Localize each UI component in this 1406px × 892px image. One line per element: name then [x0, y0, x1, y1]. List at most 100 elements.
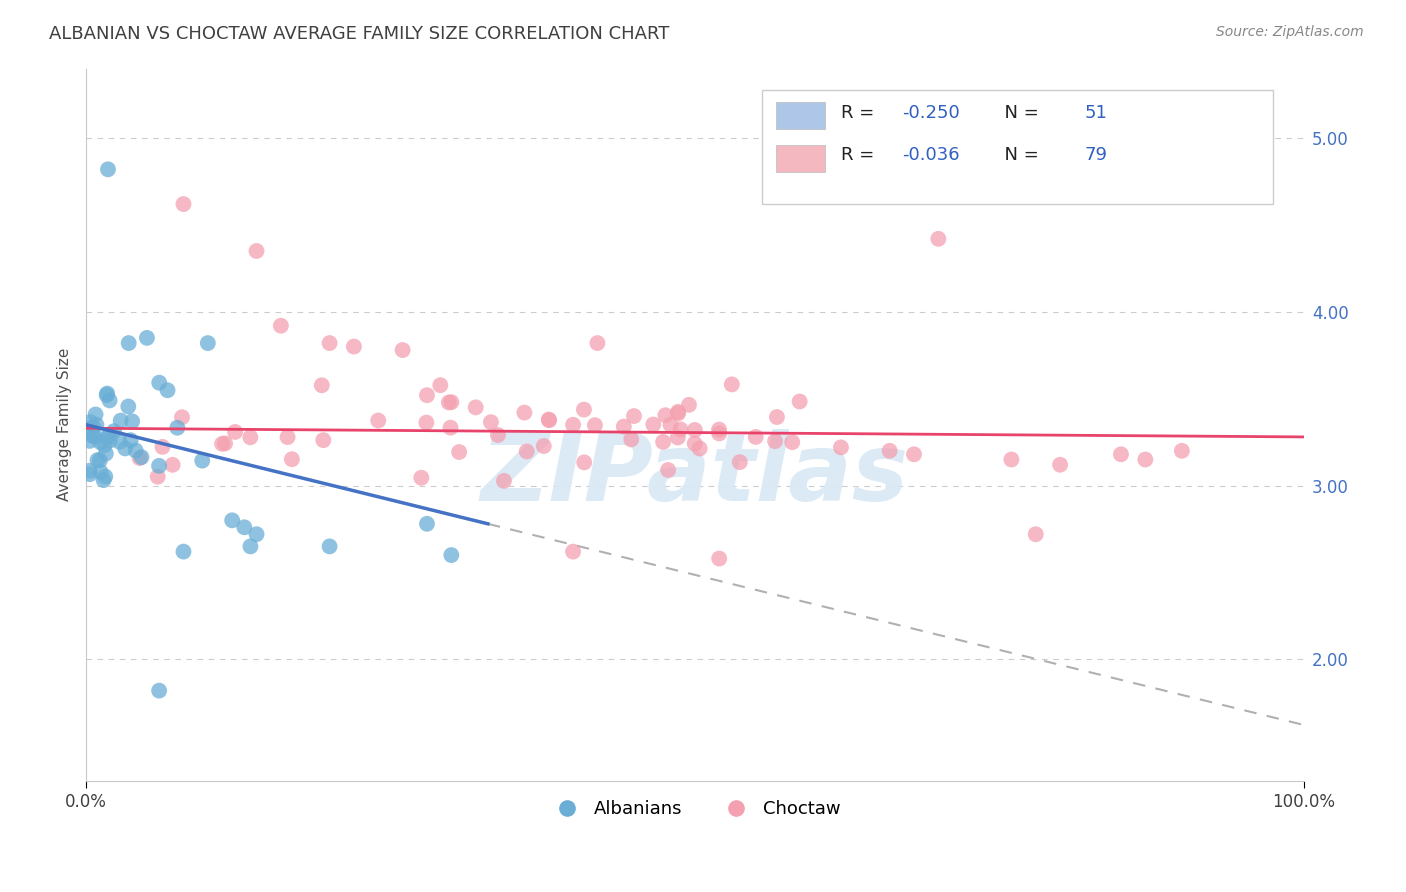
Point	[120, 434, 142, 448]
Point	[1109, 447, 1132, 461]
Point	[1135, 452, 1157, 467]
Point	[191, 453, 214, 467]
Point	[429, 378, 451, 392]
Text: 79: 79	[1084, 146, 1108, 164]
Point	[172, 197, 194, 211]
Point	[233, 520, 256, 534]
Point	[79, 421, 101, 435]
Point	[572, 402, 595, 417]
Point	[533, 439, 555, 453]
Point	[343, 340, 366, 354]
Point	[683, 423, 706, 437]
Point	[136, 331, 159, 345]
Point	[654, 408, 676, 422]
Text: ZIPatlas: ZIPatlas	[481, 429, 908, 521]
Point	[89, 435, 111, 450]
Point	[830, 441, 852, 455]
Point	[146, 469, 169, 483]
Point	[415, 416, 437, 430]
Point	[516, 444, 538, 458]
Point	[148, 376, 170, 390]
Text: R =: R =	[841, 146, 880, 164]
Point	[108, 434, 131, 449]
Point	[659, 417, 682, 432]
Point	[82, 420, 104, 434]
Point	[464, 401, 486, 415]
Point	[486, 428, 509, 442]
Point	[152, 440, 174, 454]
Point	[90, 465, 112, 479]
Point	[903, 447, 925, 461]
Point	[1025, 527, 1047, 541]
Point	[239, 540, 262, 554]
Point	[416, 516, 439, 531]
Point	[156, 384, 179, 398]
Y-axis label: Average Family Size: Average Family Size	[58, 348, 72, 501]
Point	[197, 336, 219, 351]
Point	[94, 446, 117, 460]
Point	[657, 463, 679, 477]
Point	[562, 417, 585, 432]
Text: ALBANIAN VS CHOCTAW AVERAGE FAMILY SIZE CORRELATION CHART: ALBANIAN VS CHOCTAW AVERAGE FAMILY SIZE …	[49, 25, 669, 43]
Point	[562, 544, 585, 558]
Point	[728, 455, 751, 469]
Point	[245, 527, 267, 541]
Point	[93, 473, 115, 487]
Point	[277, 430, 299, 444]
Text: N =: N =	[993, 146, 1045, 164]
Point	[666, 430, 689, 444]
Point	[311, 378, 333, 392]
Point	[162, 458, 184, 472]
Point	[439, 420, 461, 434]
Point	[449, 445, 471, 459]
Point	[86, 453, 108, 467]
Point	[620, 433, 643, 447]
Point	[96, 386, 118, 401]
Point	[96, 388, 118, 402]
Point	[79, 415, 101, 429]
Point	[707, 423, 730, 437]
Point	[281, 452, 304, 467]
Point	[440, 548, 463, 562]
Point	[538, 413, 561, 427]
Point	[683, 436, 706, 450]
Point	[440, 395, 463, 409]
Point	[214, 436, 236, 450]
Point	[513, 406, 536, 420]
Point	[128, 451, 150, 466]
Point	[83, 429, 105, 443]
Point	[84, 408, 107, 422]
Point	[766, 410, 789, 425]
Point	[110, 414, 132, 428]
Point	[623, 409, 645, 423]
Point	[98, 434, 121, 448]
Point	[678, 398, 700, 412]
Text: Source: ZipAtlas.com: Source: ZipAtlas.com	[1216, 25, 1364, 39]
Point	[172, 544, 194, 558]
Point	[879, 443, 901, 458]
Point	[411, 471, 433, 485]
Point	[666, 406, 689, 420]
Text: 51: 51	[1084, 103, 1108, 121]
Point	[121, 414, 143, 428]
Point	[245, 244, 267, 258]
Point	[927, 232, 949, 246]
Point	[669, 422, 692, 436]
Point	[79, 434, 101, 448]
Point	[94, 469, 117, 483]
Point	[211, 437, 233, 451]
Point	[97, 162, 120, 177]
Point	[492, 474, 515, 488]
Point	[652, 434, 675, 449]
Point	[367, 413, 389, 427]
Point	[118, 336, 141, 351]
Point	[224, 425, 246, 439]
Point	[1049, 458, 1071, 472]
Point	[780, 435, 803, 450]
Point	[86, 417, 108, 432]
Point	[586, 336, 609, 351]
Point	[79, 467, 101, 482]
Point	[82, 428, 104, 442]
Text: R =: R =	[841, 103, 880, 121]
Text: N =: N =	[993, 103, 1045, 121]
